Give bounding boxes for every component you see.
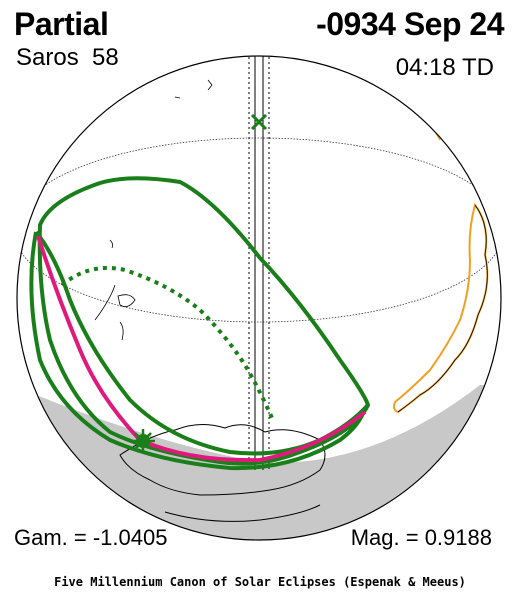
island: [174, 96, 181, 99]
globe-outline: [16, 55, 502, 541]
south-america-coastline: [393, 202, 489, 414]
sub-solar-point-icon: [250, 113, 268, 131]
island: [119, 321, 124, 341]
magnitude-value: Mag. = 0.9188: [350, 525, 492, 550]
island: [94, 284, 116, 321]
eclipse-date: -0934 Sep 24: [316, 6, 504, 42]
north-coast: [394, 91, 431, 126]
greatest-eclipse-icon: [131, 429, 155, 453]
antarctica-coastline: [119, 424, 326, 496]
night-region: [17, 380, 501, 540]
eclipse-type-title: Partial: [14, 6, 109, 42]
south-america-coastline: [397, 204, 488, 413]
penumbral-limit-outline: [29, 231, 367, 471]
coast-highlight: [384, 84, 441, 141]
latitude-circle: [17, 137, 501, 323]
eclipse-time: 04:18 TD: [395, 54, 494, 81]
antarctica-coastline: [164, 504, 321, 522]
island: [117, 294, 136, 308]
max-eclipse-dotted-line: [60, 265, 274, 419]
island: [109, 239, 114, 249]
gamma-value: Gam. = -1.0405: [14, 525, 168, 550]
saros-number: Saros 58: [16, 44, 119, 71]
island: [207, 79, 213, 91]
credit-line: Five Millennium Canon of Solar Eclipses …: [54, 575, 466, 589]
